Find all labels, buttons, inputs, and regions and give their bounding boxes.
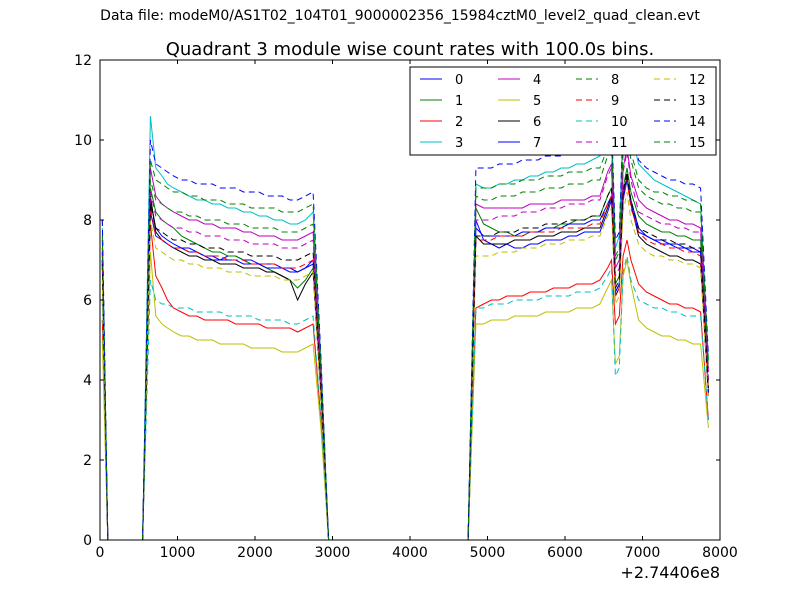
y-tick-label: 4 [83, 373, 92, 389]
x-tick-label: 3000 [315, 545, 351, 561]
x-tick-label: 0 [96, 545, 105, 561]
x-tick-label: 4000 [392, 545, 428, 561]
legend-label-7: 7 [533, 136, 541, 151]
x-tick-label: 6000 [547, 545, 583, 561]
x-tick-label: 2000 [237, 545, 273, 561]
x-tick-label: 8000 [702, 545, 738, 561]
legend-label-15: 15 [689, 136, 706, 151]
x-tick-label: 5000 [470, 545, 506, 561]
legend-label-10: 10 [611, 115, 628, 130]
legend-label-13: 13 [689, 94, 706, 109]
series-line-2 [101, 223, 709, 541]
series-line-9 [101, 179, 709, 541]
legend-label-2: 2 [455, 115, 463, 130]
legend-label-9: 9 [611, 94, 619, 109]
series-line-4 [101, 147, 709, 541]
series-line-11 [101, 151, 709, 541]
legend-label-5: 5 [533, 94, 541, 109]
y-tick-label: 8 [83, 213, 92, 229]
series-lines [101, 91, 709, 541]
series-line-1 [101, 167, 709, 541]
chart-title: Quadrant 3 module wise count rates with … [166, 39, 655, 60]
series-line-14 [101, 103, 709, 541]
series-line-13 [101, 171, 709, 541]
legend-label-14: 14 [689, 115, 706, 130]
y-tick-label: 2 [83, 453, 92, 469]
series-line-5 [101, 251, 709, 541]
legend-box [409, 66, 717, 156]
legend-label-8: 8 [611, 73, 619, 88]
legend-label-1: 1 [455, 94, 463, 109]
series-line-6 [101, 175, 709, 541]
y-tick-label: 6 [83, 293, 92, 309]
legend-label-11: 11 [611, 136, 628, 151]
series-line-8 [101, 131, 709, 541]
legend-label-12: 12 [689, 73, 706, 88]
series-line-10 [101, 255, 709, 541]
x-offset-label: +2.74406e8 [620, 563, 720, 582]
legend-label-6: 6 [533, 115, 541, 130]
y-tick-label: 12 [74, 53, 92, 69]
y-tick-label: 0 [83, 533, 92, 549]
x-tick-label: 7000 [625, 545, 661, 561]
legend-label-0: 0 [455, 73, 463, 88]
legend-label-4: 4 [533, 73, 541, 88]
series-line-15 [101, 123, 709, 541]
y-tick-label: 10 [74, 133, 92, 149]
x-tick-label: 1000 [160, 545, 196, 561]
suptitle: Data file: modeM0/AS1T02_104T01_90000023… [100, 8, 700, 24]
ticks: 0 1000 2000 3000 4000 5000 6000 7000 80000246810… [74, 53, 738, 561]
legend-label-3: 3 [455, 136, 463, 151]
